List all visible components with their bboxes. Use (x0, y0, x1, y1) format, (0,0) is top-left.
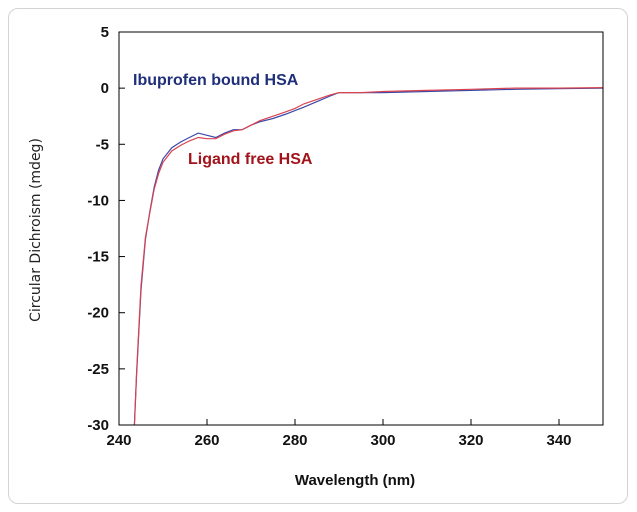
annotation-free: Ligand free HSA (188, 151, 313, 168)
y-tick-label: -25 (87, 361, 109, 378)
annotation-ibuprofen: Ibuprofen bound HSA (133, 72, 299, 89)
y-tick-label: -20 (87, 305, 109, 322)
x-tick-label: 320 (458, 432, 483, 449)
x-tick-label: 300 (370, 432, 395, 449)
series-line-free (133, 87, 604, 426)
chart-frame (8, 8, 628, 504)
x-tick-label: 260 (194, 432, 219, 449)
plot-lines (133, 87, 604, 426)
y-tick-label: 0 (101, 80, 109, 97)
plot-area-border (118, 31, 604, 426)
x-axis-ticks: 240 260 280 300 320 340 (106, 419, 572, 449)
x-tick-label: 240 (106, 432, 131, 449)
y-axis-label: Circular Dichroism (mdeg) (28, 138, 44, 322)
x-tick-label: 340 (546, 432, 571, 449)
x-tick-label: 280 (282, 432, 307, 449)
y-tick-label: -10 (87, 192, 109, 209)
y-tick-label: -15 (87, 249, 109, 266)
y-axis-ticks: 5 0 -5 -10 -15 -20 -25 -30 (87, 24, 125, 434)
x-axis-label: Wavelength (nm) (295, 472, 415, 489)
annotations: Ibuprofen bound HSA Ligand free HSA (133, 72, 313, 168)
y-tick-label: 5 (101, 24, 109, 41)
y-tick-label: -5 (96, 136, 109, 153)
y-tick-label: -30 (87, 417, 109, 434)
